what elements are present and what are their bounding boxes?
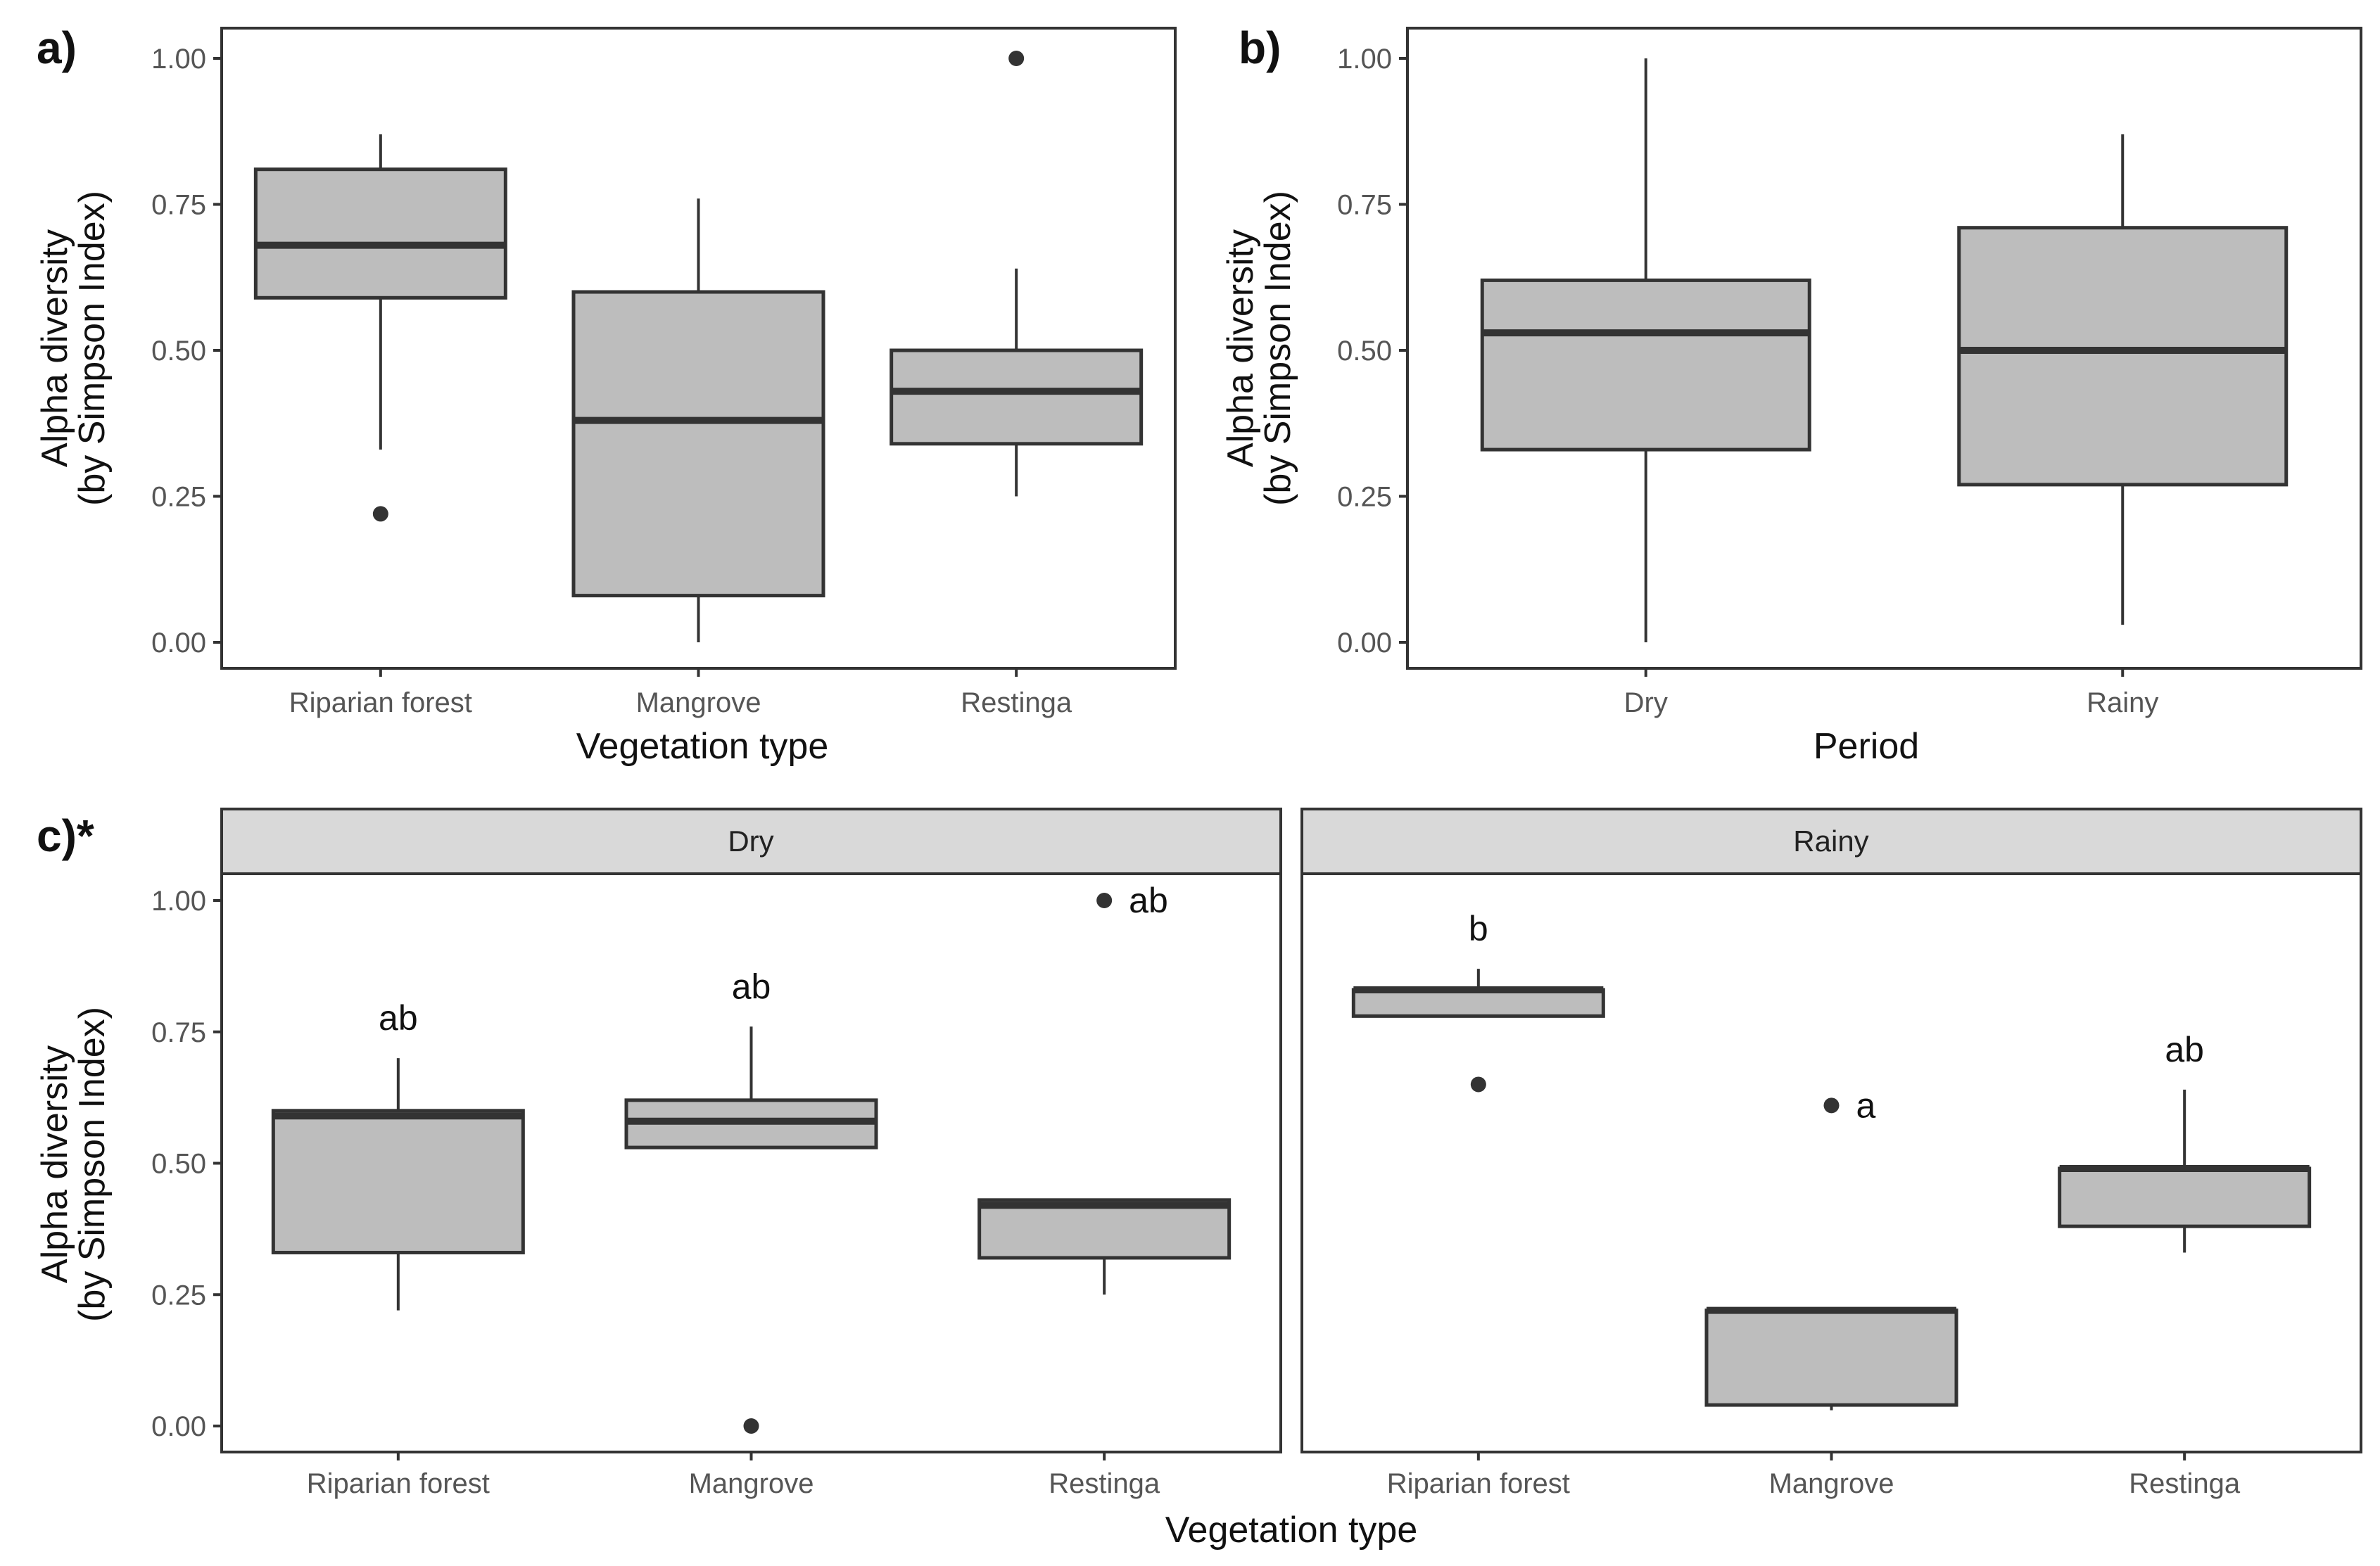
panel-c-strip-dry-label: Dry [728,825,773,858]
panel-c-dry-riparian-forest-sig-label: ab [379,998,418,1038]
panel-c-dry-marks: ab ab ab [271,881,1232,1434]
panel-c: c)* Dry Rainy Alpha diversity (by Simpso… [34,808,2362,1551]
panel-c-dry-riparian-forest-xtick-label: Riparian forest [307,1468,490,1499]
panel-c-yticks: 0.00 0.25 0.50 0.75 1.00 [151,886,222,1442]
panel-a-ytick-label-3: 0.75 [151,190,206,221]
panel-b: b) Alpha diversity (by Simpson Index) Pe… [1220,23,2362,767]
panel-c-dry-restinga-box [977,1198,1232,1260]
panel-b-plot-border [1406,27,2362,670]
panel-c-rainy-mangrove-xtick-label: Mangrove [1769,1468,1894,1499]
panel-c-strip-rainy [1300,808,2362,875]
panel-a-ytick-label-2: 0.50 [151,336,206,367]
panel-a-ytick-label-4: 1.00 [151,44,206,75]
panel-a: a) Alpha diversity (by Simpson Index) Ve… [34,23,1177,767]
panel-b-ytick-label-0: 0.00 [1337,628,1392,658]
panel-b-xlabel: Period [1814,726,1919,767]
panel-c-ylabel-line1: Alpha diversity [34,1045,75,1283]
panel-c-xticks: Riparian forest Mangrove Restinga Riparian … [307,1452,2241,1499]
panel-b-ylabel-line2: (by Simpson Index) [1258,191,1298,506]
panel-c-dry-mangrove-outlier-0 [743,1418,759,1434]
panel-a-yticks: 0.00 0.25 0.50 0.75 1.00 [151,44,222,658]
panel-c-strip-dry [220,808,1282,875]
panel-b-dry-box [1480,278,1811,452]
panel-c-rainy-mangrove-outlier-0 [1823,1097,1840,1114]
panel-c-rainy-riparian-forest-box [1351,988,1605,1018]
panel-b-yticks: 0.00 0.25 0.50 0.75 1.00 [1337,44,1407,658]
panel-a-riparian-forest-box [253,167,507,300]
panel-b-ytick-label-2: 0.50 [1337,336,1392,367]
panel-c-dry-riparian-forest-box [271,1109,525,1254]
panel-c-letter: c)* [37,810,94,861]
panel-b-ylabel-line1: Alpha diversity [1220,229,1261,467]
panel-a-riparian-forest-xtick-label: Riparian forest [289,687,472,718]
panel-c-rainy-riparian-forest-sig-label: b [1469,909,1488,948]
panel-a-mangrove-xtick-label: Mangrove [636,687,761,718]
panel-c-ytick-label-4: 1.00 [151,886,206,917]
panel-a-xlabel: Vegetation type [576,726,829,767]
panel-c-ytick-label-3: 0.75 [151,1017,206,1048]
panel-c-rainy-marks: b a ab [1351,909,2312,1411]
panel-c-ytick-label-0: 0.00 [151,1411,206,1442]
panel-b-ytick-label-3: 0.75 [1337,190,1392,221]
panel-c-dry-restinga-outlier-0 [1096,893,1113,908]
panel-a-xticks: Riparian forest Mangrove Restinga [289,668,1072,718]
panel-c-strip-rainy-label: Rainy [1793,825,1868,858]
panel-a-ylabel-line2: (by Simpson Index) [72,191,113,506]
panel-a-restinga-xtick-label: Restinga [961,687,1072,718]
panel-a-restinga-outlier-0 [1008,51,1025,66]
panel-a-ylabel-line1: Alpha diversity [34,229,75,467]
panel-b-ytick-label-1: 0.25 [1337,482,1392,513]
panel-c-ylabel-line2: (by Simpson Index) [72,1007,113,1322]
panel-c-dry-mangrove-xtick-label: Mangrove [689,1468,814,1499]
panel-b-dry-xtick-label: Dry [1624,687,1668,718]
panel-c-dry-restinga-sig-label: ab [1129,881,1168,920]
panel-b-rainy-xtick-label: Rainy [2087,687,2158,718]
panel-c-xlabel: Vegetation type [1165,1510,1418,1551]
panel-b-ytick-label-4: 1.00 [1337,44,1392,75]
panel-a-restinga-box [890,348,1144,446]
panel-c-rainy-restinga-box [2058,1166,2312,1228]
panel-c-dry-mangrove-sig-label: ab [732,967,771,1006]
panel-a-marks [253,51,1144,642]
panel-a-riparian-forest-outlier-0 [372,506,388,522]
panel-c-rainy-mangrove-box [1704,1309,1958,1407]
panel-c-dry-restinga-xtick-label: Restinga [1049,1468,1160,1499]
panel-c-rainy-restinga-xtick-label: Restinga [2129,1468,2241,1499]
panel-c-rainy-riparian-forest-outlier-0 [1470,1076,1486,1093]
panel-a-ytick-label-0: 0.00 [151,628,206,658]
panel-b-marks [1480,58,2289,642]
panel-c-rainy-mangrove-sig-label: a [1856,1086,1876,1125]
panel-c-rainy-restinga-sig-label: ab [2165,1030,2204,1069]
panel-a-ytick-label-1: 0.25 [151,482,206,513]
panel-c-ytick-label-2: 0.50 [151,1149,206,1180]
panel-c-rainy-riparian-forest-xtick-label: Riparian forest [1387,1468,1570,1499]
panel-a-letter: a) [37,23,77,73]
panel-b-xticks: Dry Rainy [1624,668,2158,718]
panel-a-mangrove-box [571,290,825,598]
panel-c-ytick-label-1: 0.25 [151,1280,206,1311]
panel-b-letter: b) [1239,23,1281,73]
panel-b-rainy-box [1957,226,2289,487]
